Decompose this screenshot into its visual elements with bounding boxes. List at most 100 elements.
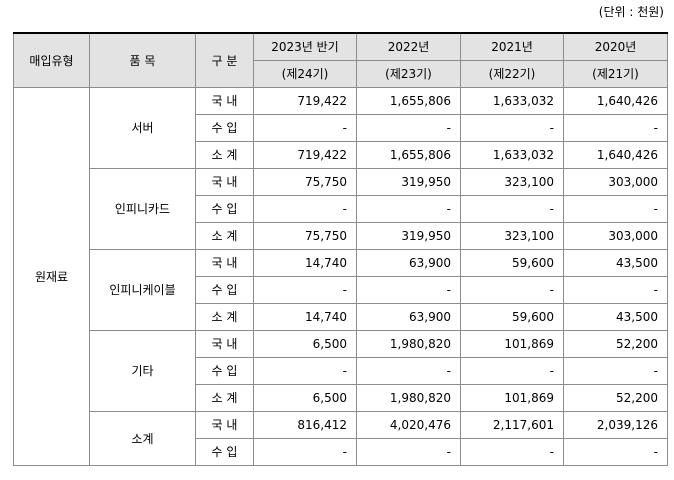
value-cell: 1,640,426 — [563, 87, 668, 115]
value-cell: 63,900 — [356, 249, 461, 277]
division-cell: 수 입 — [195, 438, 254, 466]
header-period-year: 2021년 — [460, 32, 564, 61]
value-cell: 1,655,806 — [356, 141, 461, 169]
division-cell: 수 입 — [195, 195, 254, 223]
table-header: 매입유형 품 목 구 분 2023년 반기 2022년 2021년 2020년 … — [13, 32, 668, 88]
value-cell: 1,655,806 — [356, 87, 461, 115]
header-row-2: (제24기) (제23기) (제22기) (제21기) — [14, 60, 668, 88]
value-cell: 59,600 — [460, 249, 564, 277]
table-row: 수 입---- — [14, 195, 668, 223]
table-row: 소 계 719,422 1,655,806 1,633,032 1,640,426 — [14, 141, 668, 169]
value-cell: - — [460, 276, 564, 304]
table-row: 수 입---- — [14, 114, 668, 142]
division-cell: 국 내 — [195, 330, 254, 358]
division-cell: 소 계 — [195, 222, 254, 250]
category-cell: 원재료 — [13, 87, 90, 466]
division-cell: 소 계 — [195, 141, 254, 169]
value-cell: - — [356, 357, 461, 385]
table-row: 기타 국 내 6,500 1,980,820 101,869 52,200 — [14, 330, 668, 412]
value-cell: - — [356, 276, 461, 304]
table-row: 수 입---- — [14, 357, 668, 385]
value-cell: 303,000 — [563, 222, 668, 250]
value-cell: 816,412 — [253, 411, 357, 439]
item-cell: 기타 — [89, 330, 196, 412]
value-cell: - — [356, 114, 461, 142]
division-cell: 국 내 — [195, 168, 254, 196]
value-cell: 14,740 — [253, 303, 357, 331]
value-cell: 1,633,032 — [460, 87, 564, 115]
value-cell: 101,869 — [460, 330, 564, 358]
value-cell: 63,900 — [356, 303, 461, 331]
header-period-term: (제23기) — [356, 60, 461, 88]
table-row: 소 계 75,750 319,950 323,100 303,000 — [14, 222, 668, 250]
division-cell: 수 입 — [195, 357, 254, 385]
division-cell: 수 입 — [195, 276, 254, 304]
item-cell: 인피니케이블 — [89, 249, 196, 331]
header-period-year: 2023년 반기 — [253, 32, 357, 61]
value-cell: 75,750 — [253, 222, 357, 250]
value-cell: - — [253, 357, 357, 385]
value-cell: - — [253, 438, 357, 466]
header-period-term: (제24기) — [253, 60, 357, 88]
value-cell: - — [563, 438, 668, 466]
table-row: 소계 국 내 816,412 4,020,476 2,117,601 2,039,126 — [14, 411, 668, 466]
value-cell: 52,200 — [563, 330, 668, 358]
header-period-term: (제22기) — [460, 60, 564, 88]
value-cell: 4,020,476 — [356, 411, 461, 439]
value-cell: - — [460, 114, 564, 142]
header-period-year: 2022년 — [356, 32, 461, 61]
header-period-year: 2020년 — [563, 32, 668, 61]
value-cell: 1,980,820 — [356, 384, 461, 412]
value-cell: 75,750 — [253, 168, 357, 196]
value-cell: 319,950 — [356, 222, 461, 250]
item-cell: 소계 — [89, 411, 196, 466]
value-cell: 303,000 — [563, 168, 668, 196]
purchase-table: 매입유형 품 목 구 분 2023년 반기 2022년 2021년 2020년 … — [13, 32, 668, 466]
item-cell: 인피니카드 — [89, 168, 196, 250]
value-cell: 1,640,426 — [563, 141, 668, 169]
value-cell: - — [460, 357, 564, 385]
table-body: 원재료 서버 국 내 719,422 1,655,806 1,633,032 1,640,4… — [13, 87, 668, 466]
table-row: 수 입---- — [14, 438, 668, 466]
value-cell: 6,500 — [253, 384, 357, 412]
value-cell: - — [563, 114, 668, 142]
division-cell: 국 내 — [195, 411, 254, 439]
unit-label: (단위 : 천원) — [598, 5, 664, 19]
header-type: 매입유형 — [13, 32, 90, 88]
table-row: 인피니케이블 국 내 14,740 63,900 59,600 43,500 — [14, 249, 668, 331]
header-division: 구 분 — [195, 32, 254, 88]
value-cell: - — [460, 438, 564, 466]
value-cell: 52,200 — [563, 384, 668, 412]
value-cell: - — [460, 195, 564, 223]
value-cell: 319,950 — [356, 168, 461, 196]
division-cell: 수 입 — [195, 114, 254, 142]
value-cell: - — [563, 357, 668, 385]
value-cell: 1,980,820 — [356, 330, 461, 358]
table-row: 원재료 서버 국 내 719,422 1,655,806 1,633,032 1,640,4… — [13, 87, 668, 466]
value-cell: 43,500 — [563, 303, 668, 331]
value-cell: 43,500 — [563, 249, 668, 277]
value-cell: - — [253, 114, 357, 142]
division-cell: 국 내 — [195, 249, 254, 277]
value-cell: - — [253, 195, 357, 223]
value-cell: - — [356, 438, 461, 466]
value-cell: 6,500 — [253, 330, 357, 358]
value-cell: - — [253, 276, 357, 304]
value-cell: 59,600 — [460, 303, 564, 331]
header-period-term: (제21기) — [563, 60, 668, 88]
value-cell: 323,100 — [460, 222, 564, 250]
value-cell: - — [563, 195, 668, 223]
header-row-1: 매입유형 품 목 구 분 2023년 반기 2022년 2021년 2020년 — [13, 32, 668, 88]
table-row: 인피니카드 국 내 75,750 319,950 323,100 303,000 — [14, 168, 668, 250]
item-cell: 서버 — [89, 87, 196, 169]
value-cell: 323,100 — [460, 168, 564, 196]
value-cell: 14,740 — [253, 249, 357, 277]
table-row: 소 계 6,500 1,980,820 101,869 52,200 — [14, 384, 668, 412]
value-cell: 1,633,032 — [460, 141, 564, 169]
division-cell: 국 내 — [195, 87, 254, 115]
division-cell: 소 계 — [195, 303, 254, 331]
value-cell: 101,869 — [460, 384, 564, 412]
value-cell: - — [563, 276, 668, 304]
value-cell: 719,422 — [253, 87, 357, 115]
header-item: 품 목 — [89, 32, 196, 88]
